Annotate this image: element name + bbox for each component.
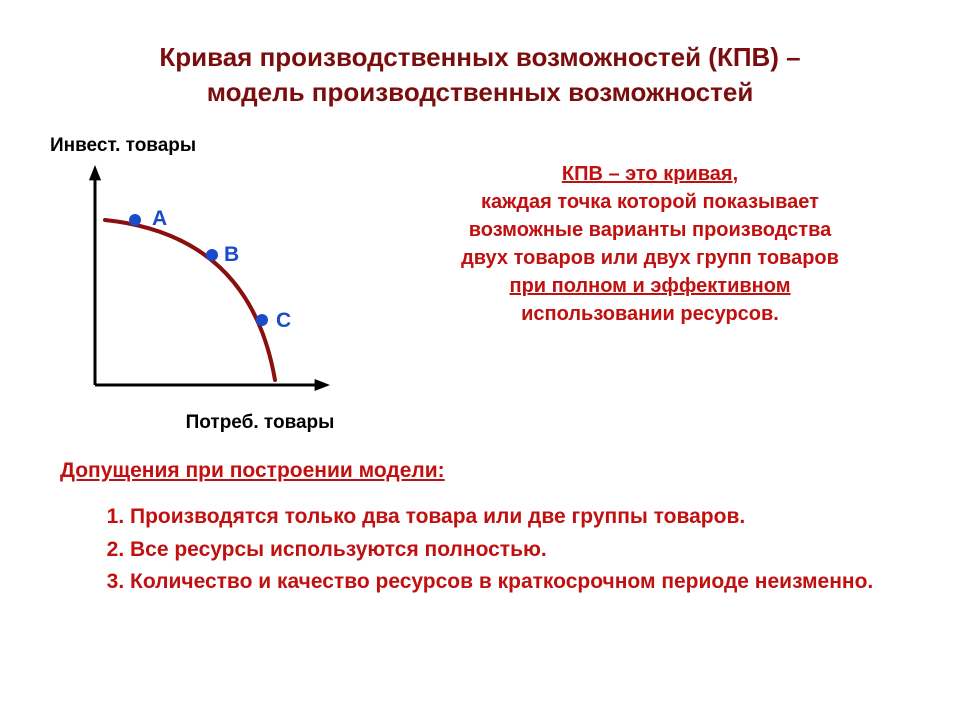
title-line-1: Кривая производственных возможностей (КП… <box>60 40 900 75</box>
assumption-item-3: Количество и качество ресурсов в краткос… <box>130 566 900 599</box>
ppf-chart: A B C <box>40 165 340 410</box>
point-label-b: B <box>224 243 239 267</box>
y-axis-label: Инвест. товары <box>40 135 370 157</box>
x-axis-label: Потреб. товары <box>40 412 370 434</box>
assumption-item-2: Все ресурсы используются полностью. <box>130 534 900 567</box>
chart-svg <box>40 165 340 410</box>
point-label-a: A <box>152 207 167 231</box>
assumption-item-1: Производятся только два товара или две г… <box>130 501 900 534</box>
chart-column: Инвест. товары A B C Потреб. товары <box>40 135 370 434</box>
description-text: КПВ – это кривая, каждая точка которой п… <box>380 160 920 328</box>
desc-underline-1: КПВ – это кривая <box>562 163 733 185</box>
assumptions-header: Допущения при построении модели: <box>60 459 900 483</box>
point-label-c: C <box>276 309 291 333</box>
title-line-2: модель производственных возможностей <box>60 75 900 110</box>
slide-title: Кривая производственных возможностей (КП… <box>0 0 960 120</box>
description-column: КПВ – это кривая, каждая точка которой п… <box>370 135 920 434</box>
desc-line-2: каждая точка которой показывает <box>481 191 819 213</box>
content-row: Инвест. товары A B C Потреб. товары КПВ – … <box>0 120 960 434</box>
desc-underline-2: при полном и эффективном <box>509 275 790 297</box>
desc-line-3: возможные варианты производства <box>469 219 831 241</box>
desc-line-6: использовании ресурсов. <box>521 303 779 325</box>
desc-line-4: двух товаров или двух групп товаров <box>461 247 839 269</box>
assumptions-list: Производятся только два товара или две г… <box>60 501 900 599</box>
assumptions-section: Допущения при построении модели: Произво… <box>0 434 960 599</box>
